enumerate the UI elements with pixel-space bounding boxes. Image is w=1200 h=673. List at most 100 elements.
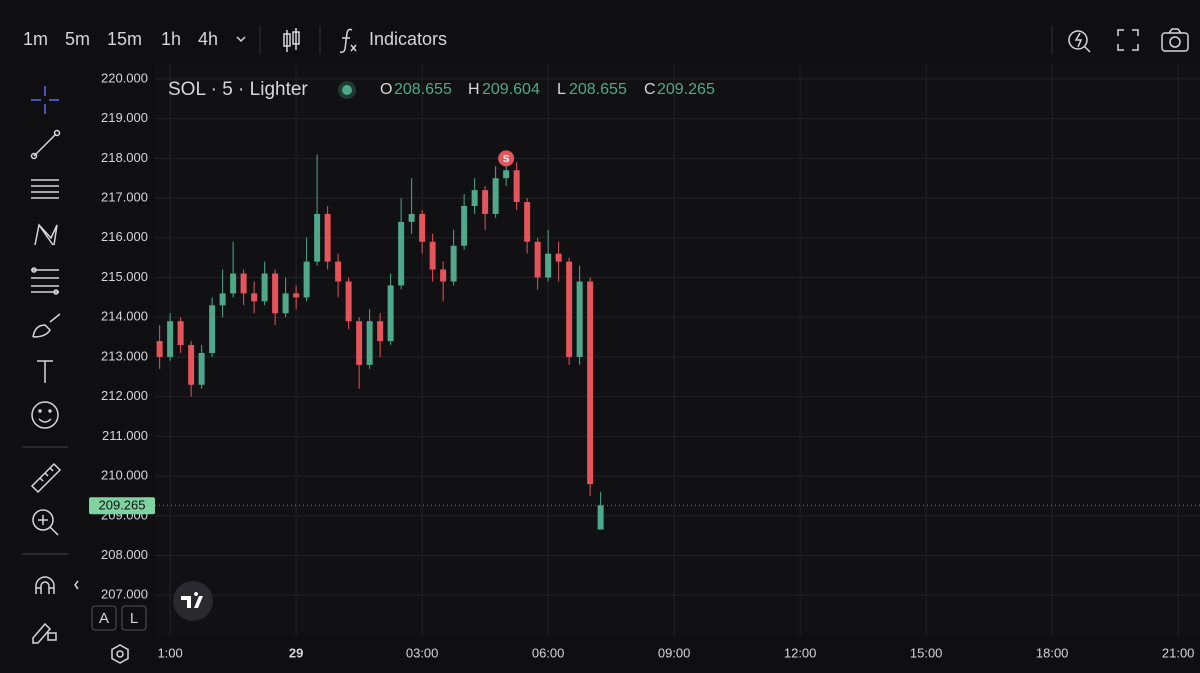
candle-body xyxy=(482,190,489,214)
x-tick-label: 15:00 xyxy=(910,645,943,660)
crosshair-tool[interactable] xyxy=(31,86,59,114)
x-tick-label: 21:00 xyxy=(1162,645,1195,660)
candle-body xyxy=(219,293,226,306)
candle-body xyxy=(377,321,384,342)
candle-body xyxy=(366,321,373,365)
candle-body xyxy=(440,269,447,282)
emoji-tool[interactable] xyxy=(31,401,59,429)
y-tick-label: 216.000 xyxy=(101,229,148,244)
y-tick-label: 220.000 xyxy=(101,70,148,85)
interval-dropdown[interactable] xyxy=(236,36,246,43)
candle-body xyxy=(534,241,541,278)
x-tick-label: 1:00 xyxy=(157,645,182,660)
candle-body xyxy=(293,293,300,298)
last-price-label: 209.265 xyxy=(99,498,146,513)
ohlc-key: C xyxy=(644,81,656,98)
status-dot xyxy=(342,85,352,95)
y-tick-label: 208.000 xyxy=(101,547,148,562)
signal-marker xyxy=(498,150,515,167)
text-tool[interactable] xyxy=(37,360,53,383)
y-tick-label: 215.000 xyxy=(101,269,148,284)
plot-area xyxy=(155,65,1200,635)
candle-body xyxy=(387,285,394,342)
scale-button-frame xyxy=(121,605,147,631)
candle-body xyxy=(324,213,331,262)
y-tick-label: 214.000 xyxy=(101,309,148,324)
x-tick-label: 29 xyxy=(289,645,303,660)
brush-tool[interactable] xyxy=(32,313,61,338)
x-tick-label: 06:00 xyxy=(532,645,565,660)
y-tick-label: 217.000 xyxy=(101,190,148,205)
candle-body xyxy=(545,253,552,278)
chart-title: SOL · 5 · Lighter xyxy=(168,79,308,100)
alert-button[interactable] xyxy=(1068,30,1091,53)
candle-body xyxy=(587,281,594,485)
candle-body xyxy=(230,273,237,294)
candle-body xyxy=(471,190,478,207)
candle-body xyxy=(303,261,310,298)
y-tick-label: 207.000 xyxy=(101,587,148,602)
ohlc-key: L xyxy=(557,81,566,98)
screenshot-button[interactable] xyxy=(1161,28,1189,52)
pattern-tool[interactable] xyxy=(34,223,58,246)
interval-button[interactable]: 15m xyxy=(107,29,142,49)
y-tick-label: 213.000 xyxy=(101,348,148,363)
candle-body xyxy=(597,505,604,530)
y-tick-label: 212.000 xyxy=(101,388,148,403)
candle-body xyxy=(156,341,163,357)
lock-tool[interactable] xyxy=(32,622,57,644)
collapse-toolbar[interactable] xyxy=(74,580,79,590)
candle-body xyxy=(177,321,184,346)
candle-body xyxy=(555,253,562,262)
candle-body xyxy=(398,221,405,286)
scale-button[interactable]: A xyxy=(99,610,109,627)
candle-body xyxy=(513,170,520,203)
indicators-button[interactable]: Indicators xyxy=(369,29,447,49)
candle-body xyxy=(272,273,279,314)
scale-button[interactable]: L xyxy=(130,610,138,627)
candle-body xyxy=(335,261,342,282)
candle-body xyxy=(429,241,436,270)
trendline-tool[interactable] xyxy=(30,129,61,160)
candle-body xyxy=(408,213,415,222)
ruler-tool[interactable] xyxy=(30,462,62,494)
ohlc-value: 208.655 xyxy=(569,81,627,98)
ohlc-value: 209.604 xyxy=(482,81,540,98)
ohlc-key: O xyxy=(380,81,392,98)
interval-button[interactable]: 1m xyxy=(23,29,48,49)
fullscreen-button[interactable] xyxy=(1117,29,1139,51)
y-tick-label: 218.000 xyxy=(101,150,148,165)
magnet-tool[interactable] xyxy=(35,576,55,594)
candle-body xyxy=(251,293,258,302)
last-price-tag xyxy=(89,497,155,515)
interval-button[interactable]: 1h xyxy=(161,29,181,49)
chart-type-button[interactable] xyxy=(283,28,300,52)
candle-body xyxy=(524,202,531,242)
x-tick-label: 03:00 xyxy=(406,645,439,660)
x-tick-label: 09:00 xyxy=(658,645,691,660)
scale-button-frame xyxy=(91,605,117,631)
interval-button[interactable]: 5m xyxy=(65,29,90,49)
interval-button[interactable]: 4h xyxy=(198,29,218,49)
indicators-icon[interactable] xyxy=(339,28,357,53)
x-tick-label: 12:00 xyxy=(784,645,817,660)
y-tick-label: 210.000 xyxy=(101,468,148,483)
candle-body xyxy=(503,170,510,179)
ohlc-value: 209.265 xyxy=(657,81,715,98)
candle-body xyxy=(261,273,268,302)
ohlc-key: H xyxy=(468,81,480,98)
parallel-lines-tool[interactable] xyxy=(31,179,59,199)
y-tick-label: 219.000 xyxy=(101,110,148,125)
signal-label: S xyxy=(503,154,510,165)
candle-body xyxy=(198,352,205,385)
candle-body xyxy=(345,281,352,322)
candle-body xyxy=(314,213,321,262)
ohlc-value: 208.655 xyxy=(394,81,452,98)
candle-body xyxy=(356,321,363,365)
fib-tool[interactable] xyxy=(31,267,59,295)
zoom-tool[interactable] xyxy=(32,509,59,536)
timezone-button[interactable] xyxy=(111,644,129,664)
candle-body xyxy=(167,321,174,357)
